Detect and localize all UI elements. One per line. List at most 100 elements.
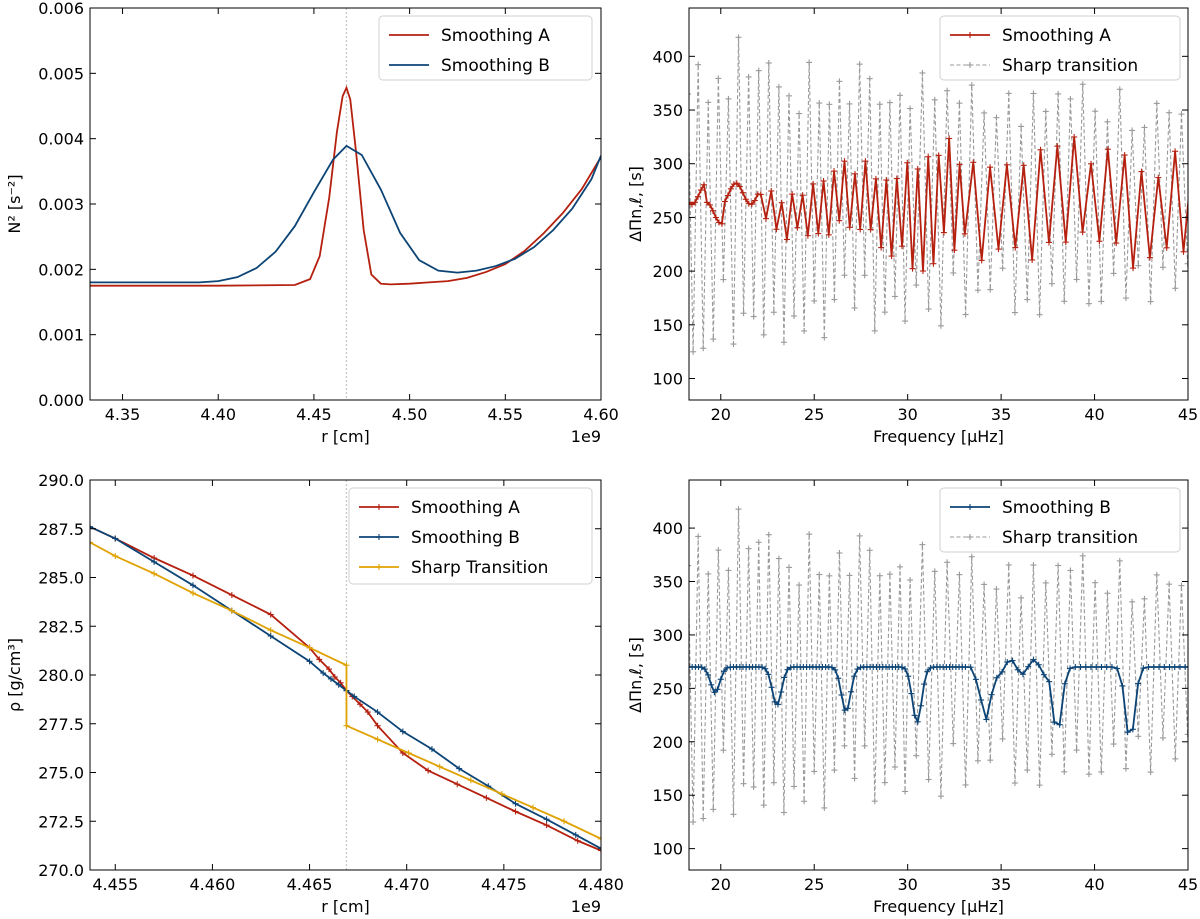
series-line (90, 144, 601, 284)
y-axis-label: ΔΠn,ℓ, [s] (626, 637, 645, 713)
axes-frame (688, 7, 1189, 401)
legend-entry: Smoothing B (441, 56, 550, 76)
x-axis-label: r [cm] (321, 427, 370, 446)
y-tick-label: 150 (652, 316, 683, 335)
legend-entry: Smoothing A (411, 498, 520, 518)
plot-area (689, 506, 1188, 826)
plot-area (90, 523, 601, 854)
legend-box (939, 15, 1181, 81)
y-tick-label: 275.0 (38, 764, 84, 783)
chart-panel-4: 20 25 30 35 40 45 100 150 200 250 300 350 400 Frequen… (626, 479, 1198, 916)
legend-entry: Sharp transition (1002, 56, 1138, 76)
y-axis-label: ΔΠn,ℓ, [s] (626, 166, 645, 242)
y-tick-label: 150 (652, 786, 683, 805)
legend-box (939, 487, 1181, 553)
y-tick-label: 350 (652, 573, 683, 592)
legend: Smoothing A Smoothing B Sharp Transition (348, 487, 593, 585)
y-tick-label: 282.5 (38, 617, 84, 636)
y-tick-label: 285.0 (38, 569, 84, 588)
x-offset-label: 1e9 (571, 427, 601, 446)
y-tick-label: 277.5 (38, 715, 84, 734)
x-axis-label: Frequency [μHz] (873, 897, 1004, 916)
x-tick-label: 4.50 (392, 405, 428, 424)
legend-box (348, 487, 593, 585)
y-tick-label: 400 (652, 47, 683, 66)
legend-box (378, 15, 593, 81)
y-tick-label: 0.001 (38, 326, 84, 345)
y-tick-label: 0.000 (38, 391, 84, 410)
y-tick-label: 0.002 (38, 260, 84, 279)
x-tick-label: 4.460 (190, 875, 236, 894)
x-tick-label: 40 (1084, 875, 1104, 894)
y-tick-label: 300 (652, 626, 683, 645)
axes-frame (688, 479, 1189, 871)
y-tick-label: 0.005 (38, 64, 84, 83)
x-tick-label: 45 (1178, 875, 1198, 894)
legend-entry: Sharp transition (1002, 528, 1138, 548)
chart-panel-1: 4.35 4.40 4.45 4.50 4.55 4.60 0.000 0.001 0.002 0… (5, 0, 619, 446)
legend-entry: Sharp Transition (411, 558, 548, 578)
y-tick-label: 287.5 (38, 520, 84, 539)
y-tick-label: 0.004 (38, 130, 84, 149)
x-tick-label: 4.455 (92, 875, 138, 894)
x-tick-label: 4.470 (384, 875, 430, 894)
y-tick-label: 100 (652, 370, 683, 389)
legend-entry: Smoothing B (411, 528, 520, 548)
series-line (90, 85, 601, 287)
x-tick-label: 4.480 (578, 875, 624, 894)
chart-panel-2: 20 25 30 35 40 45 100 150 200 250 300 350 400 Frequen… (626, 7, 1198, 446)
legend: Smoothing A Smoothing B (378, 15, 593, 81)
plot-area (689, 34, 1188, 355)
y-tick-label: 250 (652, 679, 683, 698)
series-sharp-transition (90, 539, 601, 842)
x-tick-label: 35 (991, 875, 1011, 894)
x-tick-label: 45 (1178, 405, 1198, 424)
x-tick-label: 4.55 (487, 405, 523, 424)
series-sharp-transition (689, 34, 1188, 355)
x-axis-label: r [cm] (321, 897, 370, 916)
x-tick-label: 25 (804, 405, 824, 424)
y-tick-label: 0.006 (38, 0, 84, 18)
x-tick-label: 4.35 (105, 405, 141, 424)
y-axis-label: ρ [g/cm³] (5, 638, 24, 712)
x-tick-label: 40 (1084, 405, 1104, 424)
y-tick-label: 270.0 (38, 861, 84, 880)
y-tick-label: 0.003 (38, 195, 84, 214)
y-tick-label: 400 (652, 519, 683, 538)
x-tick-label: 20 (711, 405, 731, 424)
x-tick-label: 4.465 (287, 875, 333, 894)
series-smoothing-a (689, 133, 1188, 275)
x-tick-label: 4.40 (200, 405, 236, 424)
legend-entry: Smoothing A (441, 26, 550, 46)
x-tick-label: 4.45 (296, 405, 332, 424)
x-tick-label: 4.60 (583, 405, 619, 424)
x-tick-label: 20 (711, 875, 731, 894)
legend: Smoothing A Sharp transition (939, 15, 1181, 81)
series-line (689, 509, 1188, 823)
legend: Smoothing B Sharp transition (939, 487, 1181, 553)
x-tick-label: 35 (991, 405, 1011, 424)
y-tick-label: 350 (652, 101, 683, 120)
legend-entry: Smoothing B (1002, 498, 1111, 518)
x-tick-label: 30 (897, 875, 917, 894)
x-tick-label: 4.475 (481, 875, 527, 894)
x-offset-label: 1e9 (571, 897, 601, 916)
series-smoothing-b (90, 144, 601, 284)
x-tick-label: 25 (804, 875, 824, 894)
series-smoothing-a (90, 85, 601, 287)
y-tick-label: 300 (652, 155, 683, 174)
y-tick-label: 272.5 (38, 812, 84, 831)
plot-area (90, 85, 601, 287)
series-sharp-transition (689, 506, 1188, 826)
x-axis-label: Frequency [μHz] (873, 427, 1004, 446)
legend-entry: Smoothing A (1002, 26, 1111, 46)
y-tick-label: 280.0 (38, 666, 84, 685)
y-tick-label: 100 (652, 840, 683, 859)
y-tick-label: 200 (652, 262, 683, 281)
y-axis-label: N² [s⁻²] (5, 174, 24, 233)
y-tick-label: 250 (652, 208, 683, 227)
y-tick-label: 290.0 (38, 471, 84, 490)
chart-panel-3: 4.455 4.460 4.465 4.470 4.475 4.480 270.0 272.5… (5, 471, 624, 916)
series-smoothing-b (689, 656, 1188, 736)
